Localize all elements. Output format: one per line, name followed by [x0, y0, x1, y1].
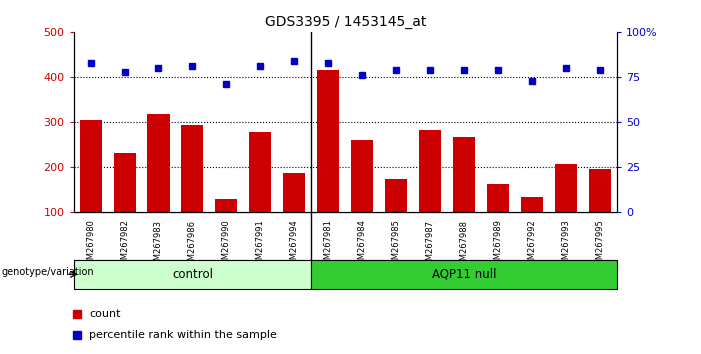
Bar: [250, 132, 271, 212]
Text: genotype/variation: genotype/variation: [1, 267, 94, 276]
Bar: [79, 120, 102, 212]
Bar: [453, 137, 475, 212]
Text: GSM267995: GSM267995: [595, 219, 604, 270]
Text: GSM267993: GSM267993: [562, 219, 571, 270]
Text: AQP11 null: AQP11 null: [432, 268, 496, 281]
Text: GSM267988: GSM267988: [460, 219, 468, 270]
Text: GSM267986: GSM267986: [188, 219, 197, 270]
Text: GSM267989: GSM267989: [494, 219, 503, 270]
Bar: [385, 178, 407, 212]
Text: GSM267985: GSM267985: [392, 219, 401, 270]
Bar: [147, 114, 170, 212]
Text: GSM267980: GSM267980: [86, 219, 95, 270]
Bar: [283, 173, 306, 212]
Bar: [521, 196, 543, 212]
Text: GSM267983: GSM267983: [154, 219, 163, 270]
Text: GSM267987: GSM267987: [426, 219, 435, 270]
Bar: [318, 70, 339, 212]
Bar: [419, 130, 441, 212]
Text: GSM267984: GSM267984: [358, 219, 367, 270]
Bar: [215, 199, 238, 212]
Text: percentile rank within the sample: percentile rank within the sample: [90, 330, 278, 341]
Text: control: control: [172, 268, 213, 281]
Text: count: count: [90, 309, 121, 319]
Bar: [182, 125, 203, 212]
Bar: [74, 260, 311, 289]
Bar: [114, 153, 135, 212]
Text: GSM267992: GSM267992: [527, 219, 536, 270]
Bar: [311, 260, 617, 289]
Text: GSM267981: GSM267981: [324, 219, 333, 270]
Title: GDS3395 / 1453145_at: GDS3395 / 1453145_at: [264, 16, 426, 29]
Text: GSM267994: GSM267994: [290, 219, 299, 270]
Text: GSM267990: GSM267990: [222, 219, 231, 270]
Bar: [555, 164, 577, 212]
Bar: [351, 140, 373, 212]
Bar: [487, 184, 509, 212]
Text: GSM267991: GSM267991: [256, 219, 265, 270]
Bar: [589, 169, 611, 212]
Text: GSM267982: GSM267982: [120, 219, 129, 270]
